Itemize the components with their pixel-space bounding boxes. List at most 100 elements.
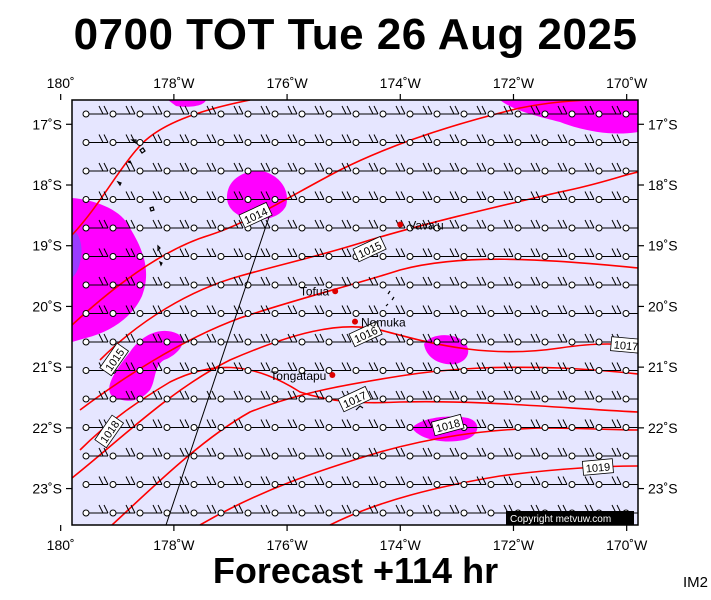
wind-barb xyxy=(595,362,622,374)
wind-barb xyxy=(352,419,379,431)
lat-label-right: 21˚S xyxy=(648,359,678,375)
wind-barb xyxy=(352,476,379,488)
wind-barb xyxy=(379,333,406,346)
wind-barb xyxy=(514,162,541,175)
wind-barb xyxy=(622,167,638,175)
wind-barb xyxy=(460,447,487,460)
wind-barb xyxy=(568,248,595,260)
wind-barb xyxy=(190,191,217,203)
wind-barb xyxy=(433,504,460,517)
wind-barb xyxy=(244,191,271,203)
isobar-label-box xyxy=(581,458,614,476)
wind-barb xyxy=(298,276,325,289)
place-marker xyxy=(329,372,336,379)
wind-barb xyxy=(109,219,136,232)
wind-barb xyxy=(595,447,622,460)
wind-barb xyxy=(190,248,217,260)
isobar-label-text: 1019 xyxy=(585,461,610,475)
copyright-box xyxy=(506,511,634,525)
wind-barb xyxy=(541,419,568,431)
lat-label-left: 23˚S xyxy=(32,481,62,497)
wind-barb xyxy=(325,476,352,488)
wind-barb xyxy=(487,362,514,374)
wind-barb xyxy=(136,362,163,374)
wind-barb xyxy=(460,248,487,260)
wind-barb xyxy=(352,447,379,460)
wind-barb xyxy=(541,447,568,460)
wind-barb xyxy=(460,105,487,118)
wind-barb xyxy=(136,390,163,403)
wind-barb xyxy=(244,105,271,118)
wind-barb xyxy=(460,362,487,374)
wind-barb xyxy=(271,333,298,346)
wind-barb xyxy=(82,191,109,203)
wind-barb xyxy=(541,248,568,260)
lon-label-bottom: 176˚W xyxy=(266,537,308,553)
wind-barb xyxy=(163,248,190,260)
lat-label-right: 19˚S xyxy=(648,238,678,254)
wind-barb xyxy=(136,447,163,460)
island-fiji-lau-3 xyxy=(116,180,122,187)
wind-barb xyxy=(487,333,514,346)
wind-barb xyxy=(487,191,514,203)
lat-label-right: 17˚S xyxy=(648,116,678,132)
wind-barb xyxy=(541,305,568,317)
image-code: IM2 xyxy=(682,574,708,591)
wind-barb xyxy=(82,219,109,232)
wind-barb xyxy=(406,162,433,175)
wind-barb xyxy=(217,162,244,175)
wind-barb xyxy=(379,248,406,260)
wind-barb xyxy=(379,476,406,488)
wind-barb xyxy=(190,362,217,374)
wind-barb xyxy=(298,476,325,488)
wind-barb xyxy=(244,504,271,517)
wind-barb xyxy=(82,476,109,488)
place-markers: Vava'u Tofua Nomuka Tongatapu xyxy=(270,218,443,383)
wind-barb xyxy=(271,447,298,460)
isobar-label-box xyxy=(94,414,125,449)
wind-barb xyxy=(622,281,638,289)
wind-barb xyxy=(190,134,217,146)
wind-barb xyxy=(595,134,622,146)
wind-barb xyxy=(271,105,298,118)
wind-barb xyxy=(352,219,379,232)
wind-barb xyxy=(82,447,109,460)
wind-barb xyxy=(622,110,638,118)
island-fiji-lau-5 xyxy=(157,244,161,252)
wind-barb xyxy=(595,390,622,403)
wind-barb xyxy=(190,504,217,517)
place-label: Vava'u xyxy=(408,218,443,232)
lat-label-right: 18˚S xyxy=(648,177,678,193)
wind-barb xyxy=(541,333,568,346)
wind-barb xyxy=(487,390,514,403)
place-marker xyxy=(397,221,404,228)
wind-barb xyxy=(568,305,595,317)
wind-barb xyxy=(163,105,190,118)
wind-barb xyxy=(325,419,352,431)
wind-barb xyxy=(325,504,352,517)
wind-barb xyxy=(433,333,460,346)
wind-barb xyxy=(568,105,595,118)
wind-barb xyxy=(514,134,541,146)
wind-barb xyxy=(109,390,136,403)
lon-label-top: 176˚W xyxy=(266,75,308,91)
wind-barb xyxy=(514,476,541,488)
wind-barb xyxy=(298,362,325,374)
forecast-hours: Forecast +114 hr xyxy=(212,550,499,591)
isobar-label: 1019 xyxy=(581,458,614,476)
wind-barb xyxy=(514,248,541,260)
lat-label-left: 22˚S xyxy=(32,420,62,436)
wind-barb xyxy=(190,390,217,403)
wind-barb xyxy=(325,276,352,289)
wind-barb xyxy=(271,219,298,232)
wind-barb xyxy=(379,362,406,374)
wind-barb xyxy=(622,452,638,460)
wind-barb xyxy=(298,162,325,175)
wind-barb xyxy=(541,476,568,488)
wind-barb xyxy=(433,362,460,374)
precip-area-southwest xyxy=(109,330,183,401)
wind-barb xyxy=(406,191,433,203)
wind-barb xyxy=(136,305,163,317)
wind-barb xyxy=(379,276,406,289)
